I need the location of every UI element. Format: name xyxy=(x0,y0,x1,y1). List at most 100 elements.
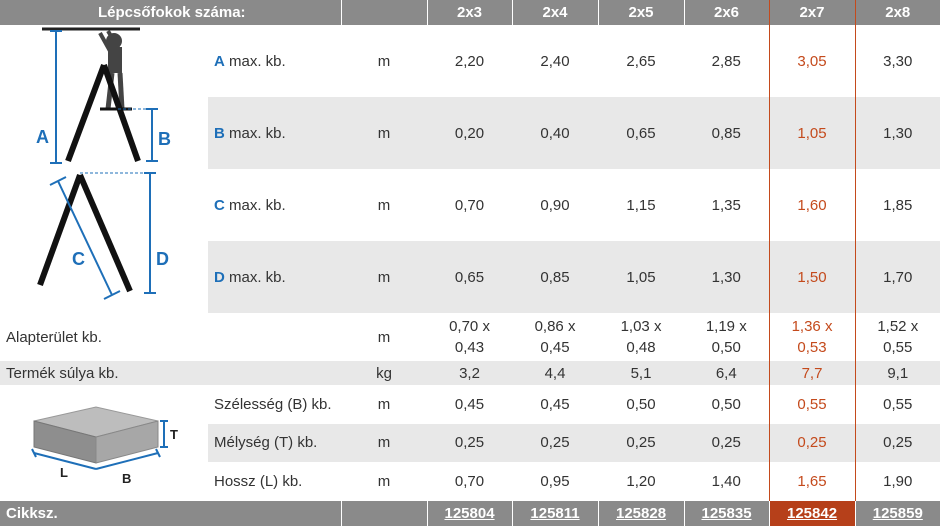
table-row-footprint: Alapterület kb. m 0,70 x 0,43 0,86 x 0,45 … xyxy=(0,313,940,361)
value-cell-highlighted: 0,55 xyxy=(768,385,856,424)
row-label-a: A max. kb. xyxy=(214,52,286,70)
value-cell: 0,95 xyxy=(540,473,570,491)
value-cell: 0,70 xyxy=(454,196,485,214)
row-label-weight: Termék súlya kb. xyxy=(0,361,342,385)
header-row: Lépcsőfokok száma: 2x3 2x4 2x5 2x6 2x7 2… xyxy=(0,0,940,25)
unit-cell: m xyxy=(377,52,391,70)
value-cell: 1,15 xyxy=(626,196,656,214)
article-code-link[interactable]: 125828 xyxy=(597,501,685,526)
value-cell: 2,40 xyxy=(540,52,570,70)
value-cell-highlighted: 1,05 xyxy=(768,97,856,169)
value-cell-highlighted: 1,60 xyxy=(768,169,856,241)
value-cell: 0,20 xyxy=(427,97,513,169)
value-cell: 0,50 xyxy=(711,395,741,413)
row-label-footprint: Alapterület kb. xyxy=(6,328,102,346)
value-cell: 0,45 xyxy=(454,395,485,413)
header-col: 2x4 xyxy=(511,0,599,25)
value-cell: 1,35 xyxy=(711,196,741,214)
value-cell: 0,50 xyxy=(626,395,656,413)
row-label-d: D max. kb. xyxy=(208,241,342,313)
value-cell: 6,4 xyxy=(684,361,770,385)
value-cell: 0,65 xyxy=(427,241,513,313)
value-cell: 0,85 xyxy=(512,241,599,313)
value-cell: 1,20 xyxy=(626,473,656,491)
value-cell: 0,55 xyxy=(883,395,913,413)
unit-cell: m xyxy=(377,196,391,214)
header-title: Lépcsőfokok száma: xyxy=(0,0,342,25)
value-cell: 2,20 xyxy=(454,52,485,70)
value-cell: 3,30 xyxy=(883,52,913,70)
ladder-label-d: D xyxy=(156,249,169,269)
ladder-label-a: A xyxy=(36,127,49,147)
value-cell-highlighted: 1,65 xyxy=(768,462,856,501)
value-cell: 0,90 xyxy=(540,196,570,214)
table-row-depth: Mélység (T) kb. m 0,25 0,25 0,25 0,25 0,… xyxy=(0,423,940,463)
value-cell: 0,25 xyxy=(855,423,940,463)
ladder-label-b: B xyxy=(158,129,171,149)
value-cell: 1,05 xyxy=(598,241,685,313)
article-code-link[interactable]: 125859 xyxy=(854,501,940,526)
package-label-b: B xyxy=(122,471,131,486)
article-code-link[interactable]: 125811 xyxy=(511,501,599,526)
value-cell-highlighted: 3,05 xyxy=(768,25,856,97)
row-label-width: Szélesség (B) kb. xyxy=(214,395,332,413)
article-code-link-highlighted[interactable]: 125842 xyxy=(768,501,856,526)
package-dimension-icon: T L B xyxy=(31,406,178,486)
header-unit-cell xyxy=(340,0,428,25)
table-row-a: A B xyxy=(0,25,940,313)
value-cell: 0,25 xyxy=(512,423,599,463)
row-label-c: C max. kb. xyxy=(214,196,286,214)
value-cell: 1,19 x 0,50 xyxy=(705,318,747,356)
value-cell-highlighted: 7,7 xyxy=(768,361,856,385)
value-cell: 3,2 xyxy=(427,361,513,385)
unit-cell: m xyxy=(377,328,391,346)
footer-unit-cell xyxy=(340,501,428,526)
value-cell: 1,40 xyxy=(711,473,741,491)
unit-cell: kg xyxy=(341,361,428,385)
unit-cell: m xyxy=(341,241,428,313)
header-col: 2x8 xyxy=(854,0,940,25)
table-row-b: B max. kb. m 0,20 0,40 0,65 0,85 1,05 1,… xyxy=(0,97,940,169)
value-cell: 0,25 xyxy=(598,423,685,463)
table-row-weight: Termék súlya kb. kg 3,2 4,4 5,1 6,4 7,7 … xyxy=(0,361,940,385)
unit-cell: m xyxy=(341,97,428,169)
value-cell: 1,70 xyxy=(855,241,940,313)
unit-cell: m xyxy=(377,473,391,491)
ladder-label-c: C xyxy=(72,249,85,269)
value-cell: 2,85 xyxy=(711,52,741,70)
value-cell: 0,85 xyxy=(684,97,770,169)
article-code-link[interactable]: 125804 xyxy=(426,501,513,526)
table-row-length: Hossz (L) kb. m 0,70 0,95 1,20 1,40 1,65… xyxy=(0,462,940,501)
footer-label: Cikksz. xyxy=(0,501,342,526)
value-cell: 0,25 xyxy=(684,423,770,463)
value-cell-highlighted: 1,50 xyxy=(768,241,856,313)
value-cell: 9,1 xyxy=(855,361,940,385)
value-cell: 0,65 xyxy=(598,97,685,169)
article-code-link[interactable]: 125835 xyxy=(683,501,770,526)
header-col: 2x6 xyxy=(683,0,770,25)
unit-cell: m xyxy=(377,395,391,413)
row-label-b: B max. kb. xyxy=(208,97,342,169)
value-cell: 0,86 x 0,45 xyxy=(534,318,576,356)
value-cell: 0,70 xyxy=(454,473,485,491)
value-cell: 1,30 xyxy=(684,241,770,313)
table-row-d: D max. kb. m 0,65 0,85 1,05 1,30 1,50 1,… xyxy=(0,241,940,313)
value-cell: 0,70 x 0,43 xyxy=(449,318,490,356)
table-row-width: T L B Szélesség (B) kb. m 0,45 0,45 0,50… xyxy=(0,385,940,501)
value-cell: 1,90 xyxy=(883,473,913,491)
table-row-c: C max. kb. m 0,70 0,90 1,15 1,35 1,60 1,… xyxy=(0,169,940,241)
row-label-depth: Mélység (T) kb. xyxy=(208,423,342,463)
header-col: 2x5 xyxy=(597,0,685,25)
header-col-highlighted: 2x7 xyxy=(768,0,856,25)
value-cell: 5,1 xyxy=(598,361,685,385)
package-diagram: T L B xyxy=(0,385,208,501)
value-cell-highlighted: 1,36 x 0,53 xyxy=(768,313,856,361)
unit-cell: m xyxy=(341,423,428,463)
package-label-l: L xyxy=(60,465,68,480)
value-cell: 1,85 xyxy=(883,196,913,214)
ladder-diagram: A B xyxy=(0,25,208,313)
footer-row: Cikksz. 125804 125811 125828 125835 1258… xyxy=(0,501,940,526)
value-cell: 4,4 xyxy=(512,361,599,385)
header-col: 2x3 xyxy=(426,0,513,25)
